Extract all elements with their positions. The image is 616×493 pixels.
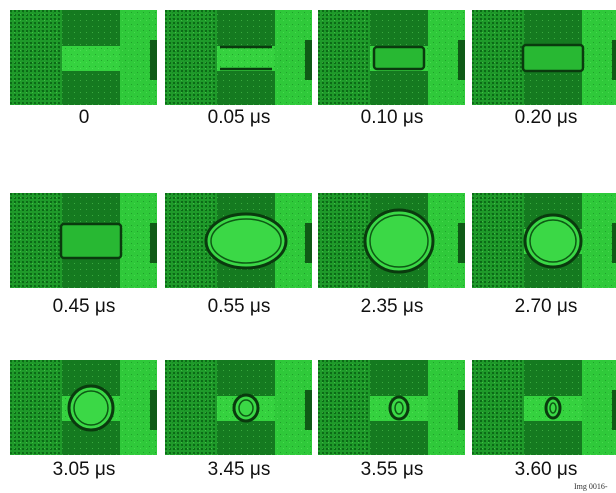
right-edge: [458, 223, 468, 263]
time-label: 0: [79, 107, 90, 128]
right-edge: [150, 40, 160, 80]
time-label: 3.45 μs: [208, 459, 271, 480]
figure: Img 0016- 0 0.05 μs 0.10 μs 0.20 μs 0.45 μs 0…: [0, 0, 616, 493]
right-edge: [458, 390, 468, 430]
image-panel: [10, 10, 160, 105]
time-label: 0.05 μs: [208, 107, 271, 128]
right-edge: [458, 40, 468, 80]
image-id: Img 0016-: [574, 482, 608, 491]
bubble: [390, 397, 408, 419]
bubble: [546, 398, 560, 418]
right-edge: [150, 390, 160, 430]
right-edge: [612, 390, 616, 430]
time-label: 3.60 μs: [515, 459, 578, 480]
image-panel: [10, 193, 160, 288]
image-panel: [472, 10, 616, 105]
image-panel: [165, 360, 315, 455]
image-panel: [165, 193, 315, 288]
bubble: [61, 224, 121, 258]
time-label: 0.55 μs: [208, 296, 271, 317]
bubble: [234, 395, 258, 421]
panel-content: [165, 360, 315, 455]
right-edge: [612, 223, 616, 263]
image-panel: [472, 360, 616, 455]
panel-content: [10, 360, 160, 455]
panel-content: [472, 360, 616, 455]
image-panel: [318, 10, 468, 105]
image-panel: [165, 10, 315, 105]
bubble: [69, 386, 113, 430]
bubble: [206, 214, 286, 268]
right-edge: [305, 40, 315, 80]
image-panel: [318, 193, 468, 288]
panel-content: [10, 193, 160, 288]
time-label: 0.10 μs: [361, 107, 424, 128]
bubble: [523, 45, 583, 71]
image-panel: [318, 360, 468, 455]
right-edge: [150, 223, 160, 263]
image-panel: [472, 193, 616, 288]
time-label: 0.20 μs: [515, 107, 578, 128]
bubble: [374, 47, 424, 69]
time-label: 2.35 μs: [361, 296, 424, 317]
bubble: [365, 210, 433, 272]
noise: [472, 360, 616, 455]
panel-content: [10, 10, 160, 105]
panel-content: [165, 193, 315, 288]
time-label: 0.45 μs: [53, 296, 116, 317]
bubble: [525, 215, 581, 267]
panel-content: [472, 10, 616, 105]
time-label: 3.05 μs: [53, 459, 116, 480]
right-edge: [305, 223, 315, 263]
image-panel: [10, 360, 160, 455]
panel-content: [318, 10, 468, 105]
right-edge: [305, 390, 315, 430]
noise: [10, 10, 157, 105]
noise: [165, 10, 312, 105]
panel-content: [318, 360, 468, 455]
right-edge: [612, 40, 616, 80]
panel-content: [318, 193, 468, 288]
panel-content: [165, 10, 315, 105]
time-label: 2.70 μs: [515, 296, 578, 317]
time-label: 3.55 μs: [361, 459, 424, 480]
panel-content: [472, 193, 616, 288]
